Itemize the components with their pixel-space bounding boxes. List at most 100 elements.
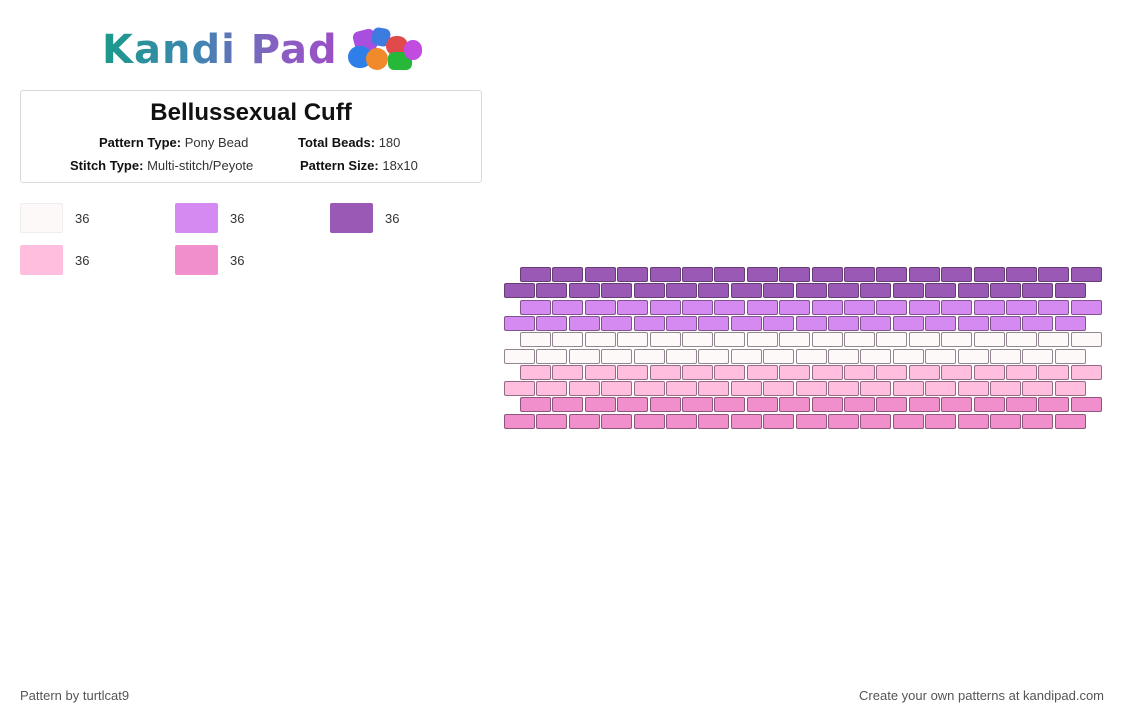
pattern-size: Pattern Size: 18x10 (300, 158, 418, 173)
bead (1038, 364, 1070, 380)
bead (828, 283, 859, 299)
bead (892, 381, 924, 397)
bead (925, 413, 957, 429)
bead (957, 283, 989, 299)
bead (908, 397, 940, 413)
bead (666, 315, 697, 331)
bead (763, 315, 795, 331)
bead (584, 332, 616, 348)
bead (536, 283, 568, 299)
bead (1006, 267, 1037, 282)
bead (698, 283, 730, 299)
bead (763, 381, 795, 397)
bead (876, 299, 908, 315)
bead (828, 381, 859, 397)
bead (536, 381, 568, 397)
kandi-pad-logo[interactable]: Kandi Pad (102, 26, 424, 74)
stitch-type: Stitch Type: Multi-stitch/Peyote (70, 158, 253, 173)
bead (666, 348, 697, 364)
bead (779, 332, 811, 348)
color-swatch (20, 245, 63, 275)
bead (714, 397, 746, 413)
pattern-type-value: Pony Bead (184, 135, 249, 150)
bead (1022, 348, 1054, 364)
bead (568, 413, 600, 429)
bead (617, 299, 649, 315)
bead (957, 315, 989, 331)
bead (925, 283, 957, 299)
bead (714, 364, 746, 380)
bead (682, 364, 713, 380)
bead (746, 267, 778, 282)
bead (811, 397, 843, 413)
bead (536, 348, 568, 364)
bead (941, 267, 973, 282)
bead (649, 267, 681, 282)
bead (633, 348, 665, 364)
kandipad-link[interactable]: Create your own patterns at kandipad.com (859, 688, 1104, 703)
bead (1022, 381, 1054, 397)
bead (504, 283, 535, 299)
bead (552, 332, 584, 348)
bead (990, 315, 1021, 331)
bead (941, 397, 973, 413)
bead (795, 348, 827, 364)
bead (1070, 332, 1102, 348)
bead (1038, 267, 1070, 282)
bead (536, 315, 568, 331)
bead (698, 381, 730, 397)
bead (811, 364, 843, 380)
bead (1054, 413, 1086, 429)
bead (568, 348, 600, 364)
bead (860, 348, 892, 364)
bead (1054, 348, 1086, 364)
bead (714, 299, 746, 315)
bead (1006, 364, 1037, 380)
bead (552, 267, 584, 282)
bead (601, 381, 633, 397)
bead (925, 381, 957, 397)
bead (568, 315, 600, 331)
bead (682, 267, 713, 282)
swatch-count: 36 (75, 211, 90, 226)
bead (746, 332, 778, 348)
bead (1054, 315, 1086, 331)
bead (633, 315, 665, 331)
pattern-type: Pattern Type: Pony Bead (99, 135, 248, 150)
bead (844, 299, 875, 315)
bead (795, 413, 827, 429)
bead (860, 315, 892, 331)
swatch-count: 36 (75, 253, 90, 268)
bead (520, 267, 551, 282)
bead (584, 397, 616, 413)
pattern-size-value: 18x10 (382, 158, 418, 173)
bead (714, 332, 746, 348)
bead (990, 381, 1021, 397)
bead (1022, 283, 1054, 299)
bead (1070, 299, 1102, 315)
bead (1038, 397, 1070, 413)
bead (746, 299, 778, 315)
bead (584, 299, 616, 315)
bead (876, 364, 908, 380)
bead (746, 364, 778, 380)
bead (844, 332, 875, 348)
color-swatch (175, 245, 218, 275)
bead (941, 299, 973, 315)
bead (795, 381, 827, 397)
bead (666, 381, 697, 397)
bead (763, 283, 795, 299)
bead (844, 364, 875, 380)
bead-pattern-grid (500, 262, 1110, 438)
bead (682, 397, 713, 413)
stitch-type-value: Multi-stitch/Peyote (147, 158, 254, 173)
swatch-count: 36 (230, 211, 245, 226)
bead (860, 283, 892, 299)
bead (633, 413, 665, 429)
bead (1006, 299, 1037, 315)
bead (536, 413, 568, 429)
bead (957, 348, 989, 364)
bead (828, 413, 859, 429)
pattern-author: Pattern by turtlcat9 (20, 688, 130, 703)
bead (908, 299, 940, 315)
